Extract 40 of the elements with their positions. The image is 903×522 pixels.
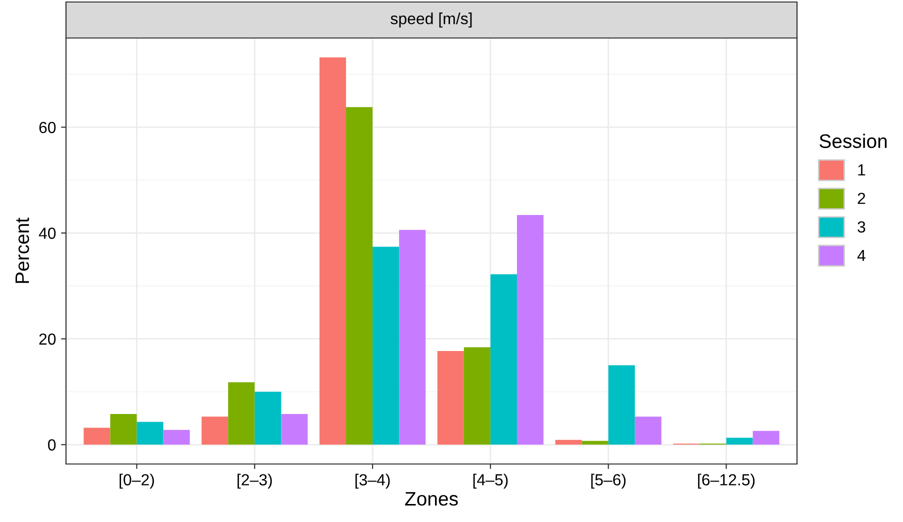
y-tick-label: 20 <box>39 333 56 345</box>
bar <box>319 57 346 445</box>
bar <box>202 416 228 445</box>
bar <box>163 430 190 445</box>
bar <box>490 274 517 445</box>
x-tick-label: [0–2) <box>120 474 154 489</box>
y-tick-label: 40 <box>38 228 56 239</box>
legend-label: 2 <box>858 192 866 204</box>
bar <box>582 440 608 445</box>
bar <box>464 347 490 445</box>
bar <box>84 428 110 445</box>
y-tick-label: 60 <box>39 122 56 134</box>
bar <box>372 246 400 445</box>
bar <box>346 107 373 445</box>
y-tick-label: 0 <box>48 439 56 451</box>
bar <box>228 382 255 445</box>
legend-label: 3 <box>858 221 866 233</box>
bar <box>752 430 780 445</box>
bar <box>136 422 164 445</box>
bar <box>437 350 464 445</box>
legend-label: 4 <box>857 250 866 261</box>
bar <box>254 392 282 445</box>
chart-title: speed [m/s] <box>390 12 472 28</box>
legend-title: Session <box>820 134 887 148</box>
bar <box>110 414 137 445</box>
x-tick-label: [2–3) <box>238 474 272 489</box>
x-tick-label: [3–4) <box>355 474 390 489</box>
x-axis-title: Zones <box>405 492 458 506</box>
y-axis-title: Percent <box>16 218 30 283</box>
x-tick-label: [6–12.5) <box>698 474 755 489</box>
bar <box>399 230 426 445</box>
x-tick-label: [5–6) <box>591 474 626 489</box>
x-tick-label: [4–5) <box>473 474 508 489</box>
bar <box>281 414 308 445</box>
bar <box>516 215 544 445</box>
bar <box>634 416 662 445</box>
bar <box>608 365 635 445</box>
legend-label: 1 <box>858 164 866 176</box>
bar <box>555 440 582 445</box>
bar <box>726 438 753 445</box>
